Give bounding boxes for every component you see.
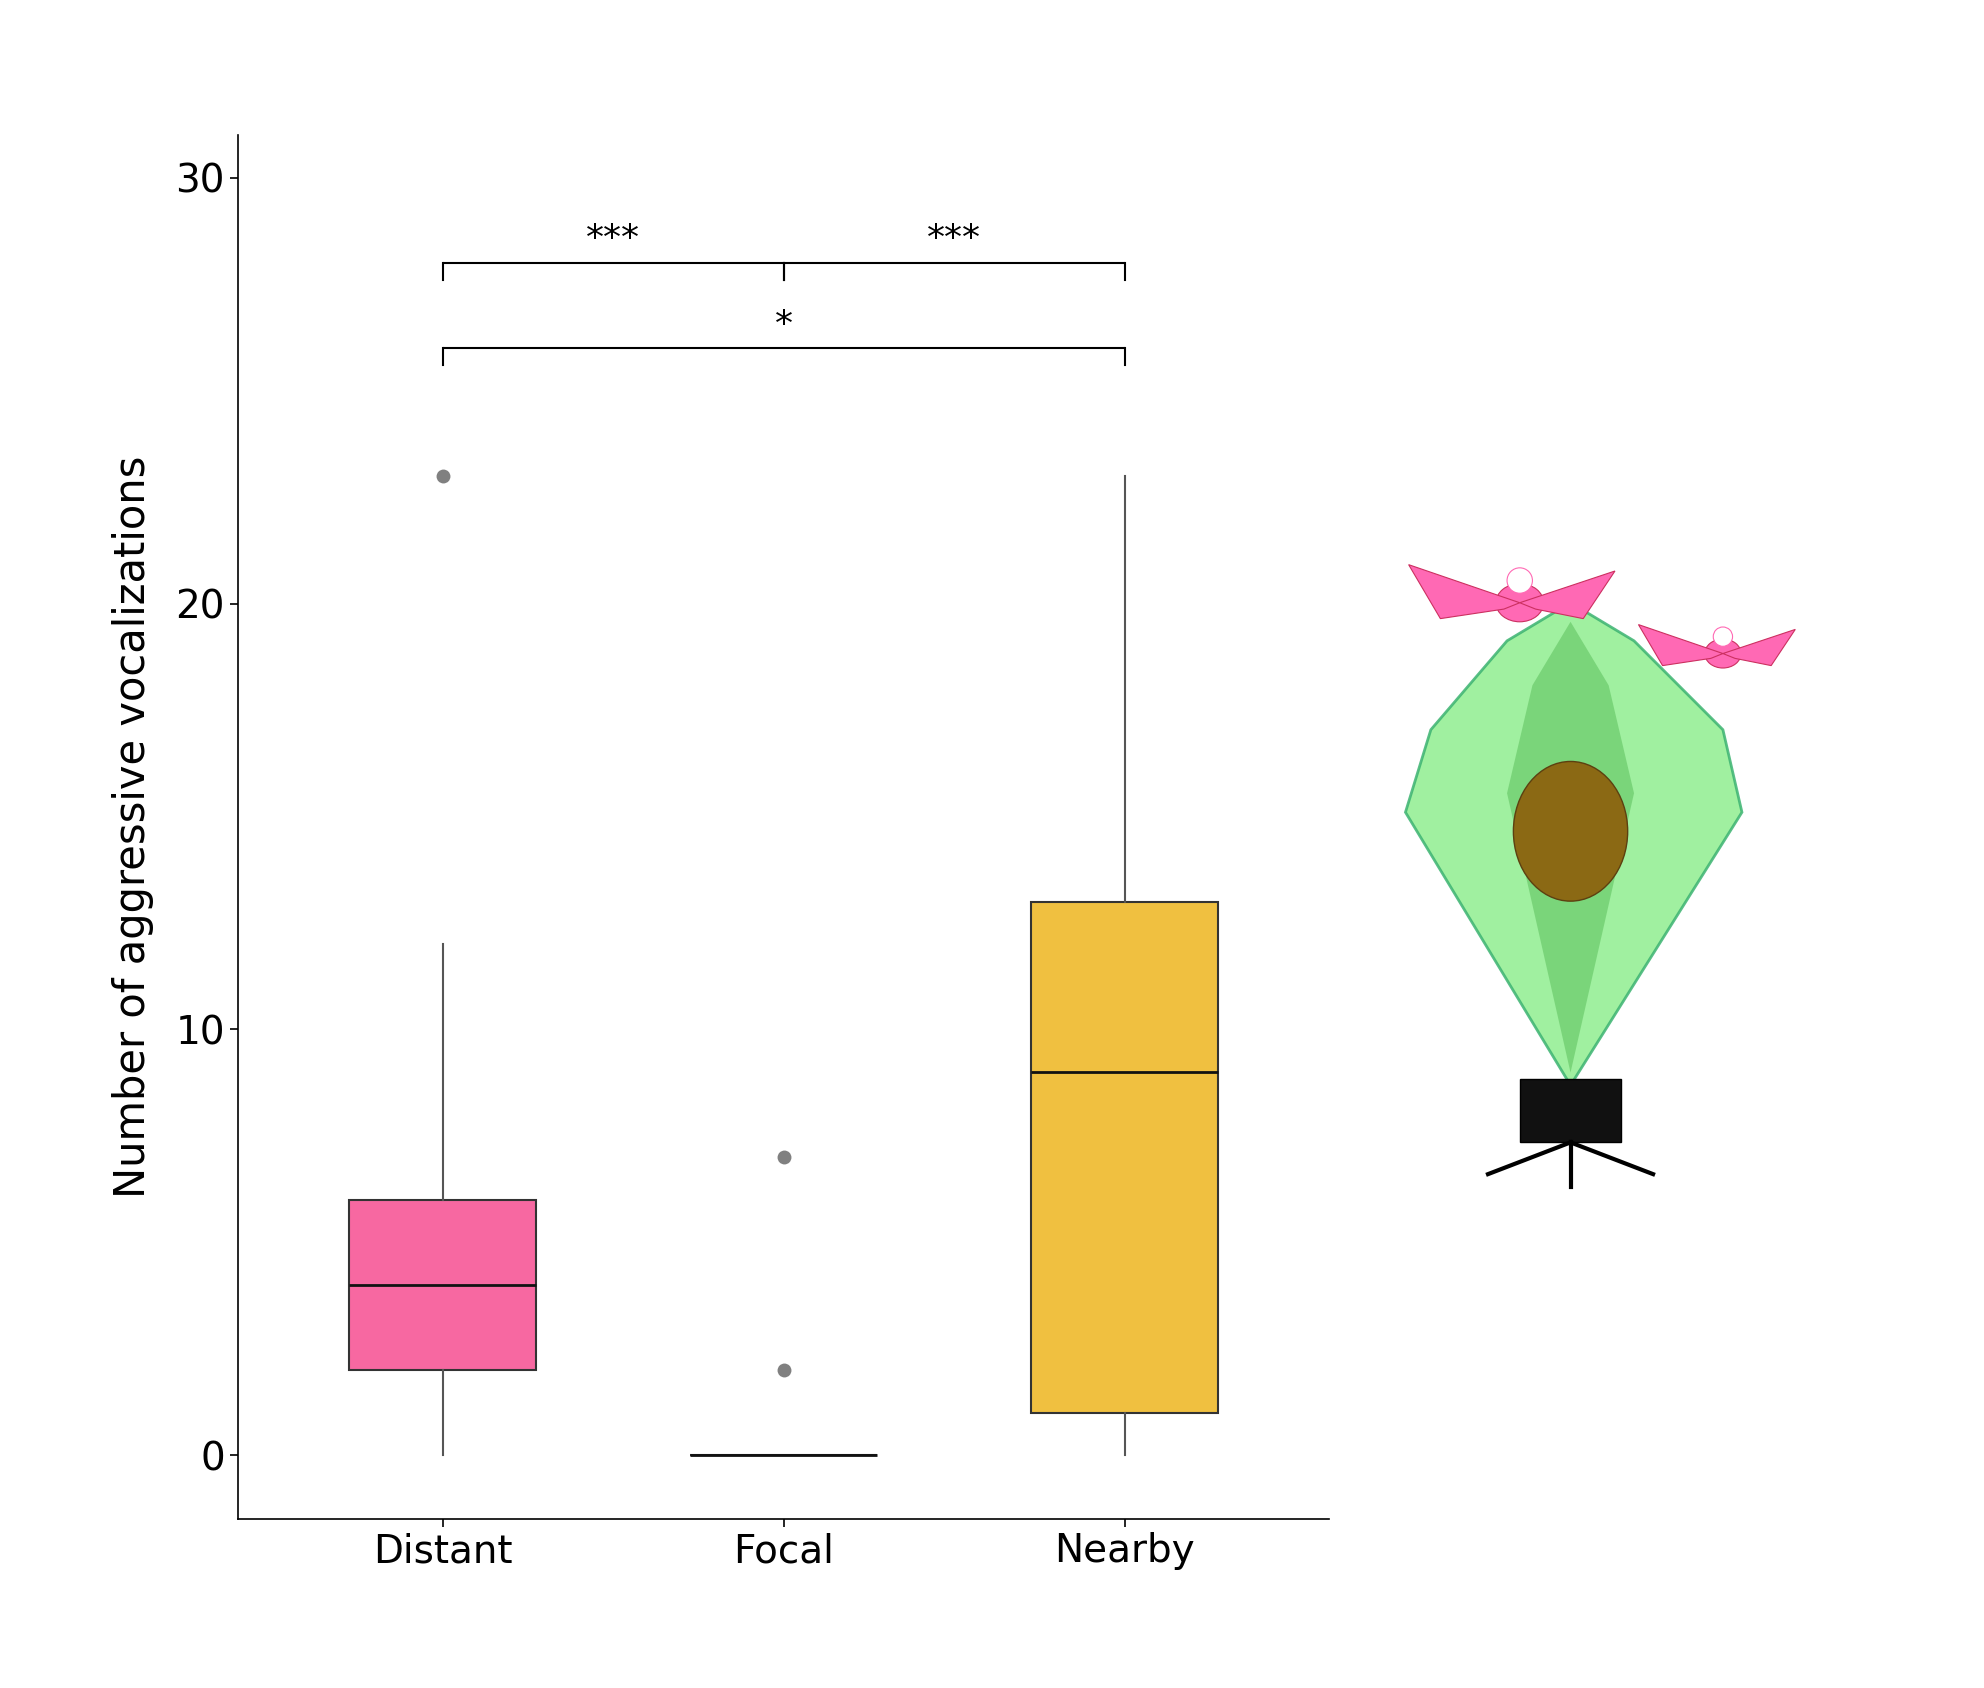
Bar (1032, 901, 1218, 1413)
Text: *: * (774, 307, 794, 341)
Polygon shape (1405, 603, 1742, 1085)
Bar (349, 1200, 536, 1371)
Ellipse shape (1508, 567, 1532, 592)
Ellipse shape (1704, 640, 1742, 668)
Polygon shape (1508, 621, 1635, 1072)
Polygon shape (1639, 625, 1722, 665)
Polygon shape (1722, 630, 1796, 665)
Text: ***: *** (927, 223, 982, 257)
Ellipse shape (1714, 626, 1732, 647)
Text: ***: *** (585, 223, 641, 257)
Bar (1520, 1079, 1621, 1143)
Y-axis label: Number of aggressive vocalizations: Number of aggressive vocalizations (113, 456, 155, 1198)
Polygon shape (1409, 565, 1520, 618)
Ellipse shape (1514, 761, 1627, 901)
Polygon shape (1520, 571, 1615, 618)
Ellipse shape (1496, 584, 1544, 621)
